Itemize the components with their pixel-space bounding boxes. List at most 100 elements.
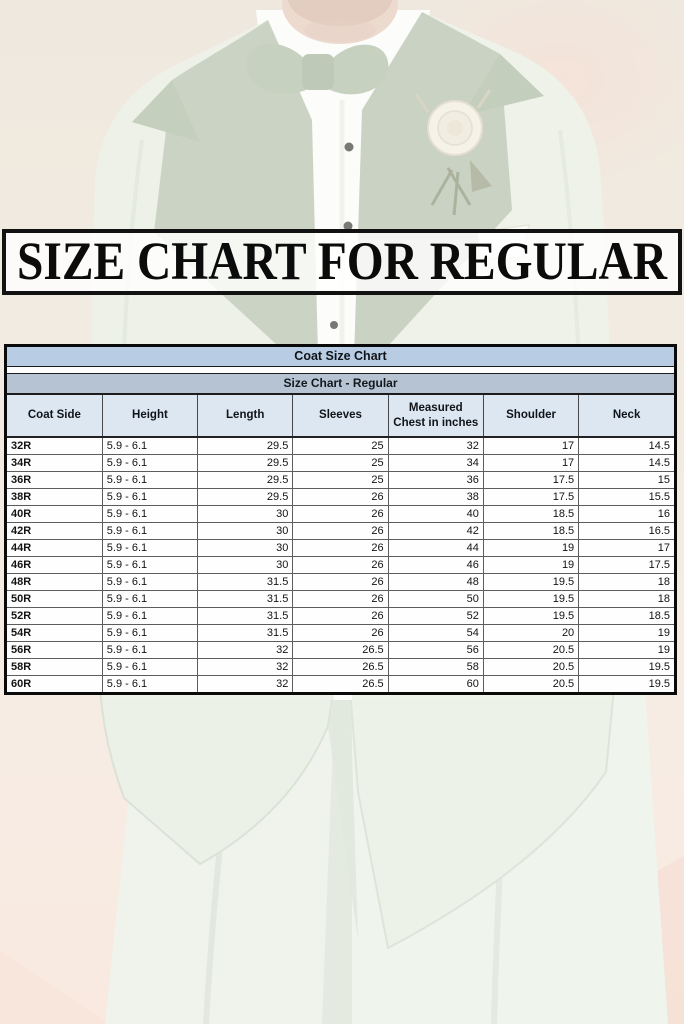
size-cell: 5.9 - 6.1	[101, 624, 199, 642]
size-cell: 5.9 - 6.1	[101, 505, 199, 523]
size-cell: 20.5	[482, 658, 580, 676]
size-cell: 34	[387, 454, 484, 472]
size-cell: 29.5	[197, 488, 294, 506]
table-subtitle: Size Chart - Regular	[7, 374, 674, 395]
size-cell: 18.5	[578, 607, 674, 625]
row-size-label: 48R	[7, 573, 103, 591]
size-cell: 26	[292, 505, 389, 523]
size-cell: 30	[197, 522, 294, 540]
size-cell: 18	[578, 590, 674, 608]
size-cell: 5.9 - 6.1	[101, 607, 199, 625]
table-row: 54R 5.9 - 6.1 31.5 26 54 20 19	[7, 624, 674, 642]
size-cell: 31.5	[197, 607, 294, 625]
size-cell: 5.9 - 6.1	[101, 471, 199, 489]
size-cell: 32	[197, 658, 294, 676]
table-row: 44R 5.9 - 6.1 30 26 44 19 17	[7, 539, 674, 557]
row-size-label: 42R	[7, 522, 103, 540]
table-row: 48R 5.9 - 6.1 31.5 26 48 19.5 18	[7, 573, 674, 591]
row-size-label: 60R	[7, 675, 103, 692]
size-cell: 17.5	[578, 556, 674, 574]
table-row: 42R 5.9 - 6.1 30 26 42 18.5 16.5	[7, 522, 674, 540]
size-cell: 25	[292, 436, 389, 455]
size-cell: 19	[482, 539, 580, 557]
col-header-length: Length	[197, 395, 294, 438]
floor-left	[0, 950, 110, 1024]
size-cell: 17.5	[482, 471, 580, 489]
size-cell: 5.9 - 6.1	[101, 556, 199, 574]
size-cell: 25	[292, 454, 389, 472]
bow-tie	[246, 43, 389, 95]
size-cell: 5.9 - 6.1	[101, 573, 199, 591]
size-cell: 19.5	[482, 573, 580, 591]
size-cell: 26	[292, 556, 389, 574]
row-size-label: 52R	[7, 607, 103, 625]
size-cell: 18.5	[482, 505, 580, 523]
size-cell: 29.5	[197, 454, 294, 472]
size-cell: 48	[387, 573, 484, 591]
size-cell: 17	[578, 539, 674, 557]
size-cell: 31.5	[197, 590, 294, 608]
table-row: 46R 5.9 - 6.1 30 26 46 19 17.5	[7, 556, 674, 574]
size-cell: 26.5	[292, 675, 389, 692]
size-cell: 5.9 - 6.1	[101, 539, 199, 557]
size-cell: 5.9 - 6.1	[101, 675, 199, 692]
size-cell: 26	[292, 590, 389, 608]
size-cell: 30	[197, 539, 294, 557]
size-cell: 31.5	[197, 573, 294, 591]
row-size-label: 40R	[7, 505, 103, 523]
size-chart-table: Coat Size Chart Size Chart - Regular Coa…	[4, 344, 677, 695]
size-cell: 5.9 - 6.1	[101, 454, 199, 472]
size-cell: 20.5	[482, 675, 580, 692]
table-row: 60R 5.9 - 6.1 32 26.5 60 20.5 19.5	[7, 675, 674, 692]
table-row: 36R 5.9 - 6.1 29.5 25 36 17.5 15	[7, 471, 674, 489]
size-cell: 36	[387, 471, 484, 489]
size-cell: 26	[292, 539, 389, 557]
size-cell: 14.5	[578, 436, 674, 455]
size-cell: 19.5	[578, 658, 674, 676]
size-cell: 19	[578, 641, 674, 659]
col-header-measured-chest: Measured Chest in inches	[387, 395, 484, 438]
table-row: 56R 5.9 - 6.1 32 26.5 56 20.5 19	[7, 641, 674, 659]
size-cell: 32	[197, 641, 294, 659]
banner-text-svg: SIZE CHART FOR REGULAR	[17, 233, 668, 291]
size-cell: 20	[482, 624, 580, 642]
row-size-label: 54R	[7, 624, 103, 642]
size-cell: 14.5	[578, 454, 674, 472]
size-cell: 18.5	[482, 522, 580, 540]
size-cell: 19	[578, 624, 674, 642]
size-cell: 29.5	[197, 471, 294, 489]
row-size-label: 38R	[7, 488, 103, 506]
size-cell: 30	[197, 556, 294, 574]
size-cell: 15.5	[578, 488, 674, 506]
size-cell: 26	[292, 607, 389, 625]
table-row: 32R 5.9 - 6.1 29.5 25 32 17 14.5	[7, 436, 674, 455]
row-size-label: 36R	[7, 471, 103, 489]
chin	[282, 0, 398, 44]
table-spacer	[7, 367, 674, 374]
row-size-label: 34R	[7, 454, 103, 472]
size-cell: 29.5	[197, 436, 294, 455]
row-size-label: 56R	[7, 641, 103, 659]
size-cell: 56	[387, 641, 484, 659]
col-header-neck: Neck	[578, 395, 674, 438]
size-cell: 32	[387, 436, 484, 455]
size-cell: 18	[578, 573, 674, 591]
size-cell: 26	[292, 624, 389, 642]
size-cell: 19.5	[482, 590, 580, 608]
size-cell: 31.5	[197, 624, 294, 642]
row-size-label: 32R	[7, 436, 103, 455]
size-cell: 19.5	[482, 607, 580, 625]
row-size-label: 50R	[7, 590, 103, 608]
table-row: 58R 5.9 - 6.1 32 26.5 58 20.5 19.5	[7, 658, 674, 676]
size-cell: 52	[387, 607, 484, 625]
table-row: 50R 5.9 - 6.1 31.5 26 50 19.5 18	[7, 590, 674, 608]
table-row: 38R 5.9 - 6.1 29.5 26 38 17.5 15.5	[7, 488, 674, 506]
size-cell: 50	[387, 590, 484, 608]
size-cell: 15	[578, 471, 674, 489]
table-row: 52R 5.9 - 6.1 31.5 26 52 19.5 18.5	[7, 607, 674, 625]
size-cell: 25	[292, 471, 389, 489]
table-row: 34R 5.9 - 6.1 29.5 25 34 17 14.5	[7, 454, 674, 472]
table-row: 40R 5.9 - 6.1 30 26 40 18.5 16	[7, 505, 674, 523]
size-table: Coat Side Height Length Sleeves Measured…	[7, 395, 674, 692]
